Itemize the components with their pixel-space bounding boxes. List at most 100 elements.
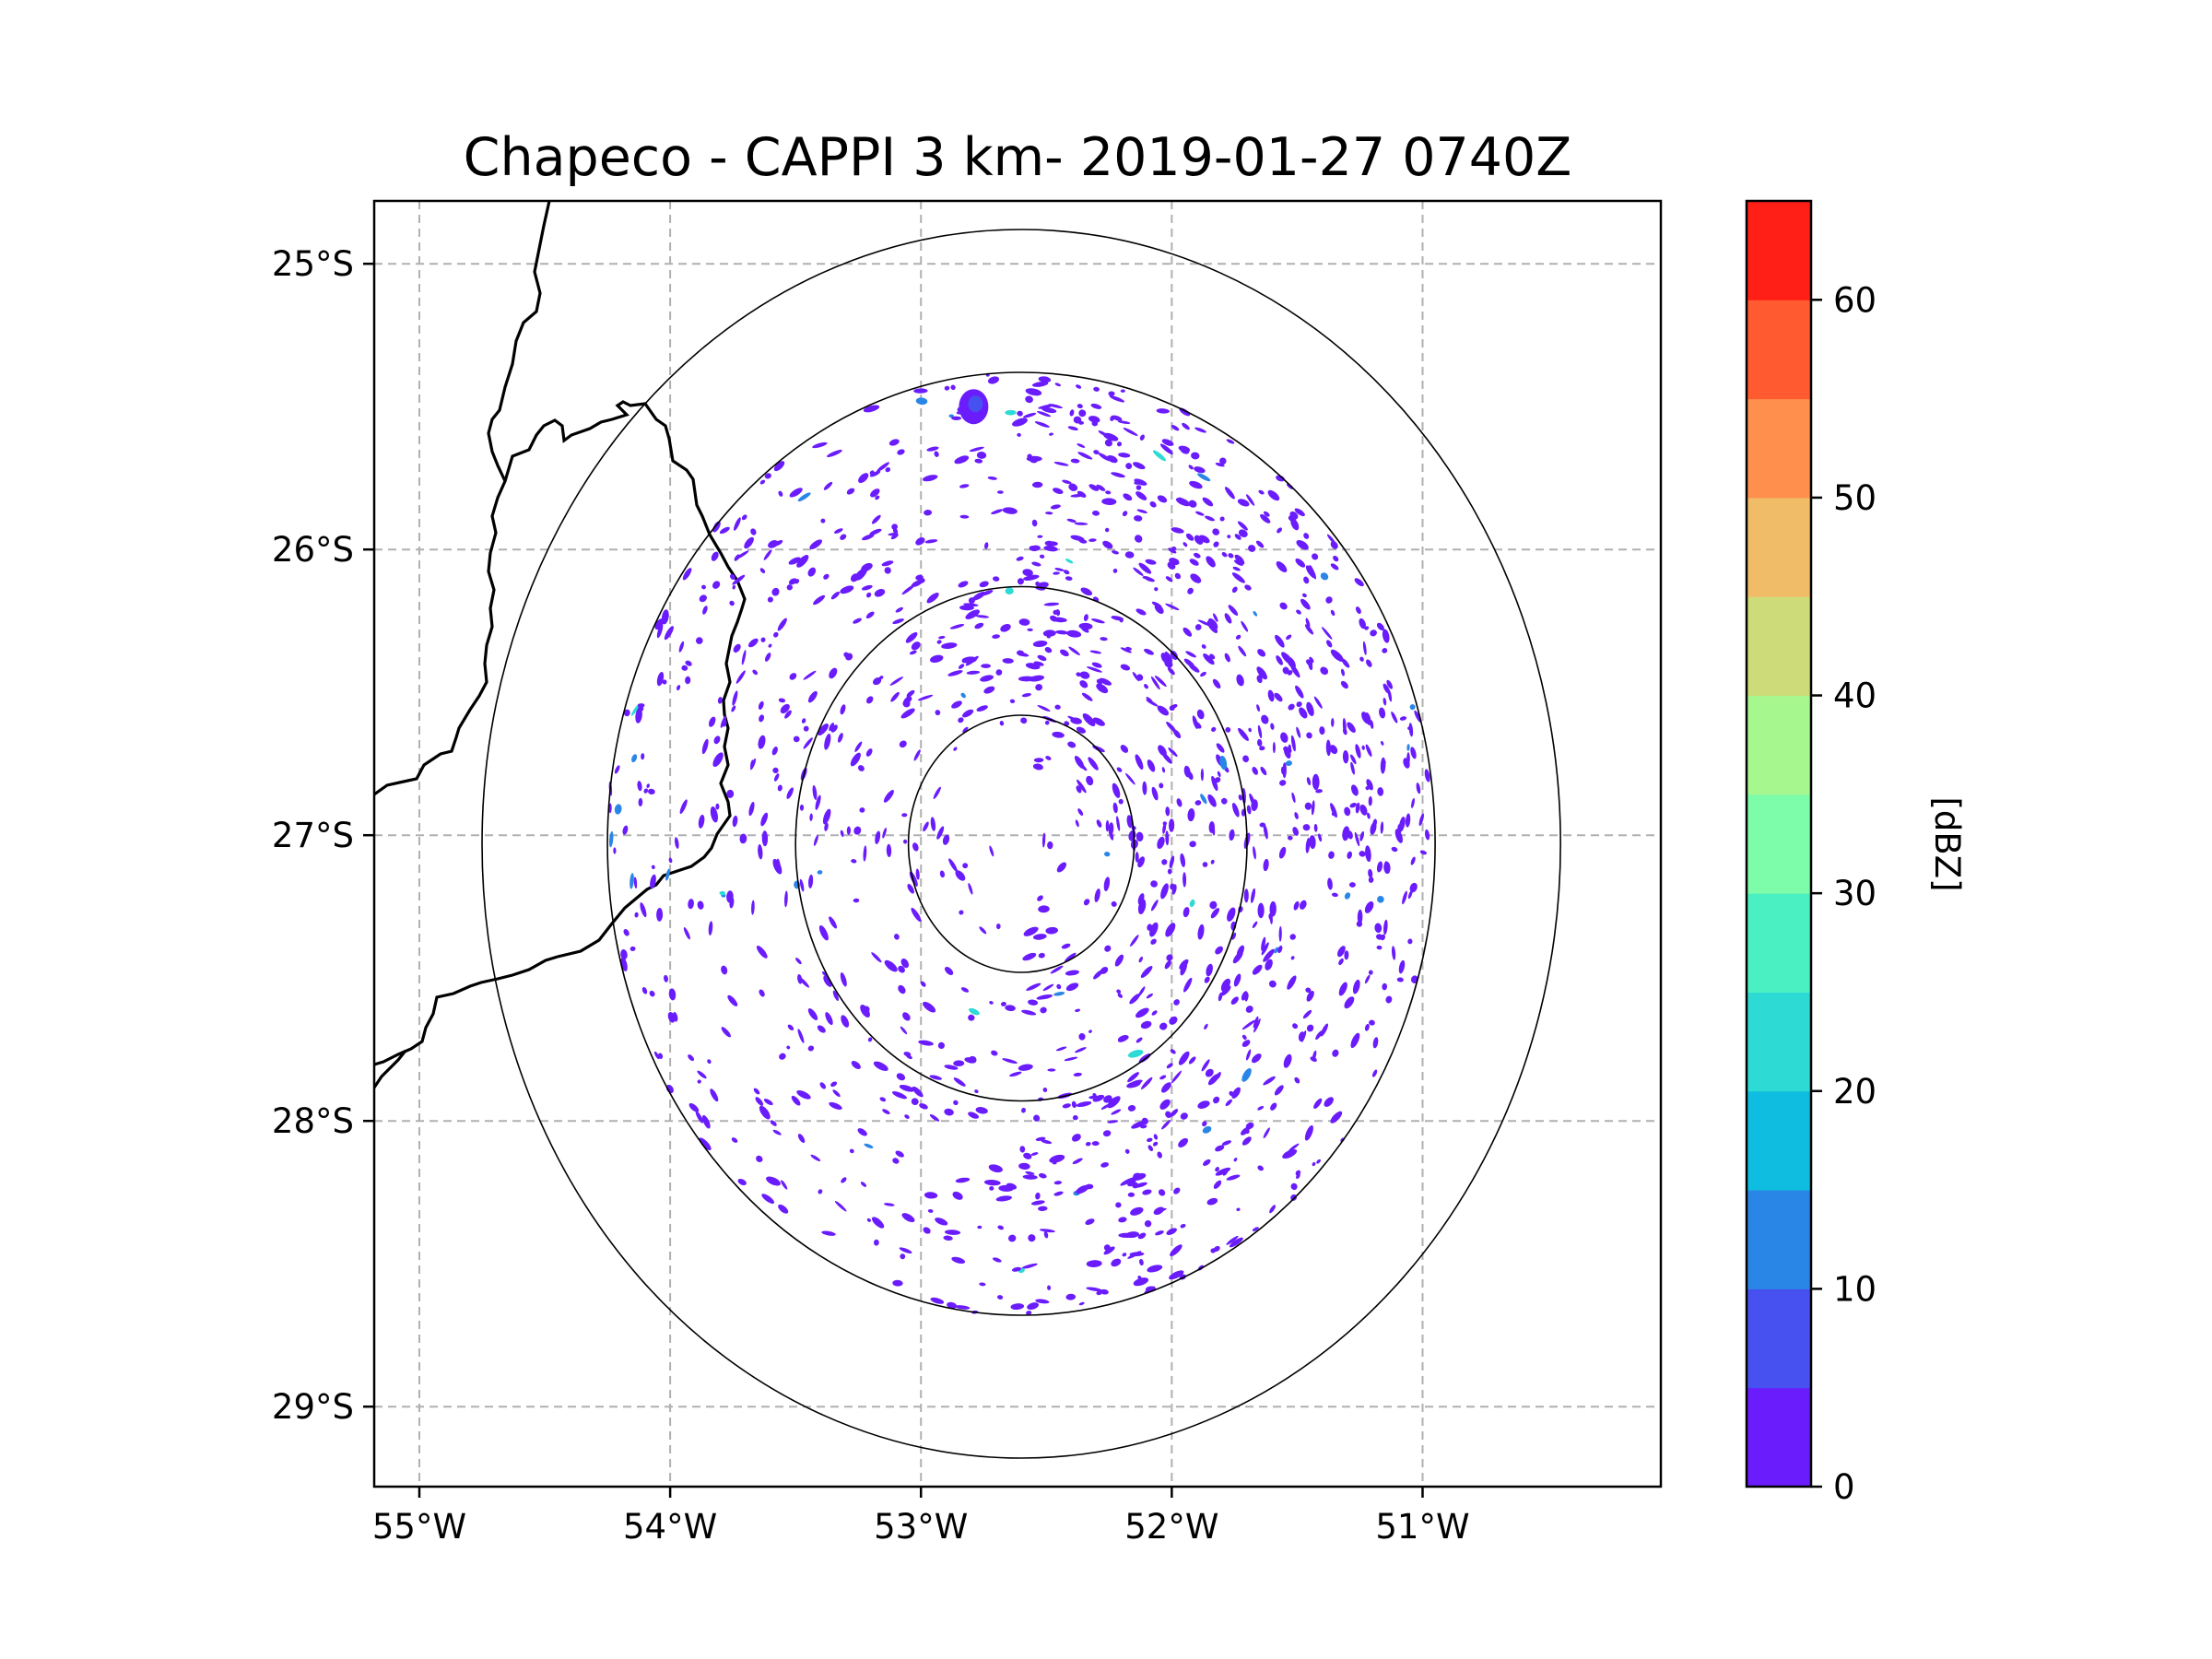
echo-cell <box>1315 789 1323 794</box>
echo-cell <box>1325 596 1333 604</box>
echo-cell <box>1165 1111 1171 1119</box>
echo-cell <box>651 865 655 869</box>
echo-cell <box>1340 680 1348 689</box>
echo-cell <box>969 1007 980 1016</box>
echo-cell <box>1200 671 1206 677</box>
echo-cell <box>1035 1136 1046 1141</box>
echo-cell <box>1135 754 1144 770</box>
echo-cell <box>947 670 963 677</box>
echo-cell <box>682 568 692 581</box>
echo-cell <box>1022 569 1033 577</box>
echo-cell <box>695 1111 703 1124</box>
echo-cell <box>1080 587 1093 596</box>
echo-cell <box>712 581 721 589</box>
echo-cell <box>1391 946 1396 960</box>
echo-cell <box>1065 1293 1077 1300</box>
echo-cell <box>810 1154 821 1162</box>
echo-cell <box>1279 602 1288 610</box>
echo-cell <box>1379 707 1386 719</box>
echo-cell <box>1076 785 1082 794</box>
echo-cell <box>1304 624 1314 635</box>
echo-cell <box>1017 578 1024 585</box>
echo-cell <box>1124 551 1135 559</box>
echo-cell <box>1079 680 1088 688</box>
echo-cell <box>1139 434 1145 441</box>
echo-cell <box>1276 655 1283 665</box>
echo-cell <box>1320 572 1329 581</box>
echo-cell <box>859 807 865 813</box>
echo-cell <box>936 640 942 644</box>
echo-cell <box>1134 478 1147 486</box>
echo-cell <box>945 1230 961 1235</box>
echo-cell <box>918 1040 934 1046</box>
echo-cell <box>954 1305 971 1310</box>
echo-cell <box>1185 533 1194 541</box>
echo-cell <box>1201 644 1206 649</box>
echo-cell <box>1230 996 1239 1005</box>
echo-cell <box>1274 947 1279 954</box>
echo-cell <box>1313 823 1318 832</box>
echo-cell <box>1066 629 1082 638</box>
echo-cell <box>1053 609 1058 615</box>
echo-cell <box>773 773 780 782</box>
echo-cell <box>1287 975 1297 990</box>
echo-cell <box>1131 1120 1147 1129</box>
echo-cell <box>795 958 802 965</box>
echo-cell <box>1357 909 1363 925</box>
echo-cell <box>974 1089 979 1094</box>
echo-cell <box>944 385 950 391</box>
echo-cell <box>1144 648 1154 655</box>
echo-cell <box>755 1097 764 1106</box>
echo-cell <box>1286 634 1292 641</box>
echo-cell <box>734 517 741 531</box>
echo-cell <box>1118 453 1131 458</box>
echo-cell <box>1182 627 1193 637</box>
echo-cell <box>786 1045 791 1050</box>
echo-cell <box>1344 996 1355 1009</box>
echo-cell <box>1150 900 1159 912</box>
colorbar-tick-label-0: 0 <box>1833 1467 1855 1507</box>
echo-cell <box>1290 735 1296 752</box>
echo-cell <box>977 1225 982 1230</box>
echo-cell <box>1290 956 1295 960</box>
echo-cell <box>853 618 862 624</box>
echo-cell <box>1368 795 1372 806</box>
echo-cell <box>997 1295 1004 1300</box>
echo-cell <box>668 988 677 1001</box>
echo-cell <box>871 1217 885 1229</box>
echo-cell <box>969 1055 977 1064</box>
echo-cell <box>1331 718 1335 727</box>
echo-cell <box>1168 547 1177 554</box>
echo-cell <box>1347 851 1353 859</box>
echo-cell <box>1073 416 1082 424</box>
echo-cell <box>1402 890 1407 905</box>
echo-cell <box>1305 618 1311 628</box>
echo-cell <box>1135 608 1147 616</box>
colorbar-frame <box>1745 199 1813 1488</box>
echo-cell <box>701 738 709 755</box>
echo-cell <box>1366 779 1373 791</box>
echo-cell <box>1174 572 1182 580</box>
echo-cell <box>1048 404 1063 409</box>
echo-cell <box>1165 576 1173 582</box>
echo-cell <box>812 441 828 449</box>
echo-cell <box>992 1257 1002 1263</box>
echo-cell <box>1263 511 1270 517</box>
echo-cell <box>860 1182 867 1187</box>
echo-cell <box>1118 798 1124 805</box>
echo-cell <box>1088 484 1100 491</box>
echo-cell <box>1236 945 1245 958</box>
echo-cell <box>1032 934 1047 940</box>
echo-cell <box>807 1008 818 1020</box>
echo-cell <box>1342 826 1350 841</box>
echo-cell <box>768 643 772 648</box>
echo-cell <box>699 594 707 603</box>
echo-cell <box>1043 602 1060 606</box>
echo-cell <box>1037 535 1043 538</box>
echo-cell <box>758 735 766 749</box>
echo-cell <box>851 859 857 864</box>
colorbar-label: [dBZ] <box>1927 796 1967 891</box>
echo-cell <box>948 858 958 873</box>
echo-cell <box>1338 982 1347 996</box>
echo-cell <box>892 527 899 535</box>
